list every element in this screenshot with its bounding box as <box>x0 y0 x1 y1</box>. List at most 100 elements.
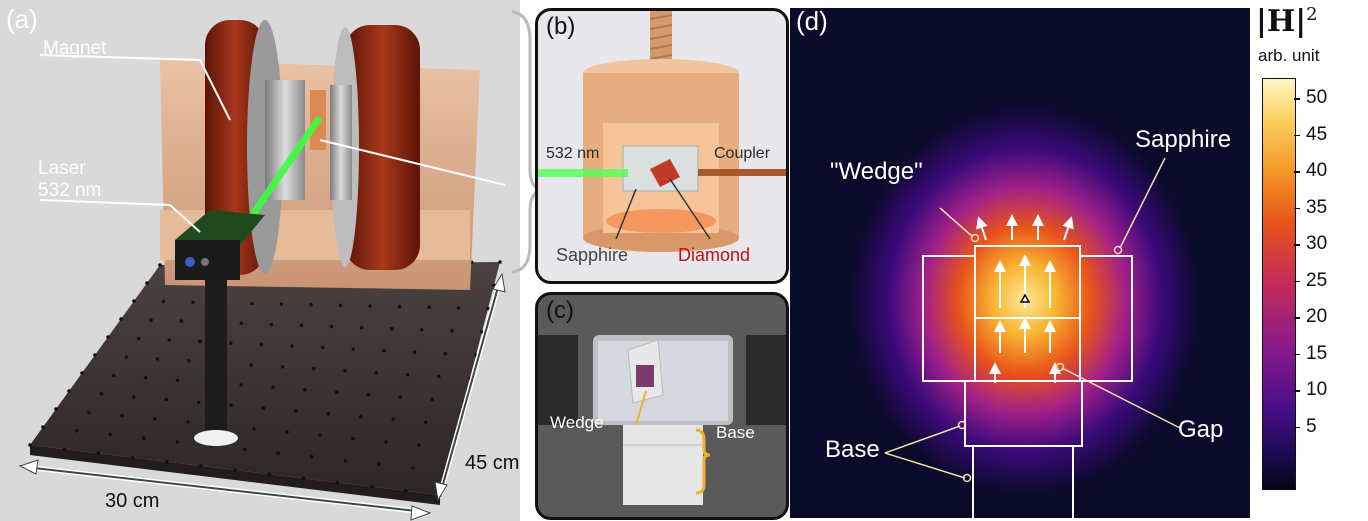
table-hole <box>437 374 441 379</box>
table-hole <box>443 351 448 356</box>
colorbar-tick-mark <box>1294 244 1300 246</box>
table-hole <box>28 443 32 447</box>
table-hole <box>280 365 285 369</box>
colorbar-tick-label: 10 <box>1306 379 1328 400</box>
sapphire-structure-label: Sapphire <box>1135 126 1232 153</box>
table-hole <box>368 304 372 308</box>
table-hole <box>250 301 254 306</box>
panel-a-tag: (a) <box>6 4 38 34</box>
table-hole <box>186 420 190 424</box>
table-hole <box>269 322 274 327</box>
table-hole <box>164 459 169 464</box>
laser-label: Laser 532 nm <box>38 158 101 202</box>
table-hole <box>417 443 421 447</box>
table-hole <box>276 451 280 455</box>
colorbar-tick-label: 30 <box>1306 233 1328 254</box>
laser-label-line2: 532 nm <box>38 180 102 201</box>
table-hole <box>398 395 403 399</box>
colorbar-unit: arb. unit <box>1258 46 1320 65</box>
colorbar-title-exponent: 2 <box>1306 4 1318 25</box>
panel-c-tag: (c) <box>546 297 574 324</box>
colorbar-tick-mark <box>1294 353 1300 355</box>
table-hole <box>382 348 386 353</box>
table-hole <box>167 338 172 342</box>
table-hole <box>252 426 256 431</box>
table-hole <box>112 373 116 378</box>
table-hole <box>242 447 247 452</box>
table-hole <box>359 414 363 419</box>
table-hole <box>351 347 356 351</box>
field-simulation <box>850 105 1200 518</box>
field-arrows <box>976 214 1074 383</box>
depth-dimension-label: 45 cm <box>465 452 520 474</box>
laser-label-line1: Laser <box>38 158 86 179</box>
table-hole <box>175 378 180 383</box>
table-hole <box>136 336 141 341</box>
table-hole <box>149 318 153 322</box>
table-hole <box>132 394 136 399</box>
table-hole <box>366 392 371 397</box>
table-hole <box>196 400 201 405</box>
table-hole <box>334 390 339 395</box>
table-hole <box>120 413 124 418</box>
table-hole <box>338 303 343 308</box>
table-hole <box>384 440 388 444</box>
table-hole <box>498 260 502 264</box>
table-hole <box>239 321 244 326</box>
sapphire-label: Sapphire <box>556 245 629 265</box>
table-hole <box>410 466 415 470</box>
diamond-sample <box>650 159 680 187</box>
colorbar-tick-label: 50 <box>1306 87 1328 108</box>
table-hole <box>161 299 166 304</box>
table-hole <box>397 304 402 309</box>
dimension-width-arrow <box>18 459 432 521</box>
table-hole <box>279 302 284 307</box>
base-structure-label: Base <box>825 436 880 463</box>
colorbar-tick-mark <box>1294 426 1300 428</box>
width-dimension-label: 30 cm <box>105 490 160 512</box>
sample-photo <box>538 295 786 517</box>
table-hole <box>228 341 233 345</box>
colorbar-tick-label: 25 <box>1306 269 1328 291</box>
table-hole <box>318 433 322 438</box>
table-hole <box>108 432 112 437</box>
coupler-label: Coupler <box>714 145 771 162</box>
colorbar-tick-mark <box>1294 390 1300 392</box>
resonator-cutaway <box>538 11 786 252</box>
table-hole <box>290 344 294 348</box>
table-hole <box>87 410 91 415</box>
colorbar-tick-label: 15 <box>1306 342 1328 364</box>
table-hole <box>312 366 316 371</box>
diamond-label: Diamond <box>678 245 751 265</box>
table-hole <box>259 342 264 347</box>
base-label: Base <box>716 423 755 442</box>
table-hole <box>450 329 454 333</box>
colorbar-tick-mark <box>1294 134 1300 136</box>
laser-housing <box>175 210 265 245</box>
table-hole <box>309 455 314 459</box>
table-hole <box>420 328 424 332</box>
table-hole <box>74 428 79 433</box>
wedge-structure-label: "Wedge" <box>830 158 923 185</box>
pole-piece-right <box>330 85 352 200</box>
table-hole <box>301 476 306 481</box>
table-hole <box>80 371 84 375</box>
table-hole <box>96 451 101 456</box>
table-hole <box>54 407 58 411</box>
table-hole <box>249 363 254 367</box>
table-hole <box>198 339 202 344</box>
colorbar-title: |H|2 <box>1256 4 1318 39</box>
table-hole <box>124 355 129 359</box>
colorbar-tick-mark <box>1294 171 1300 173</box>
table-hole <box>199 464 203 468</box>
table-hole <box>106 335 110 339</box>
gap-label: Gap <box>1178 416 1224 443</box>
table-hole <box>285 430 289 434</box>
table-hole <box>369 484 374 489</box>
table-hole <box>343 458 348 463</box>
panel-b-tag: (b) <box>546 13 576 40</box>
table-hole <box>271 385 275 390</box>
coupler-rod <box>698 169 786 176</box>
colorbar-tick-label: 5 <box>1306 415 1317 437</box>
table-hole <box>132 299 136 303</box>
